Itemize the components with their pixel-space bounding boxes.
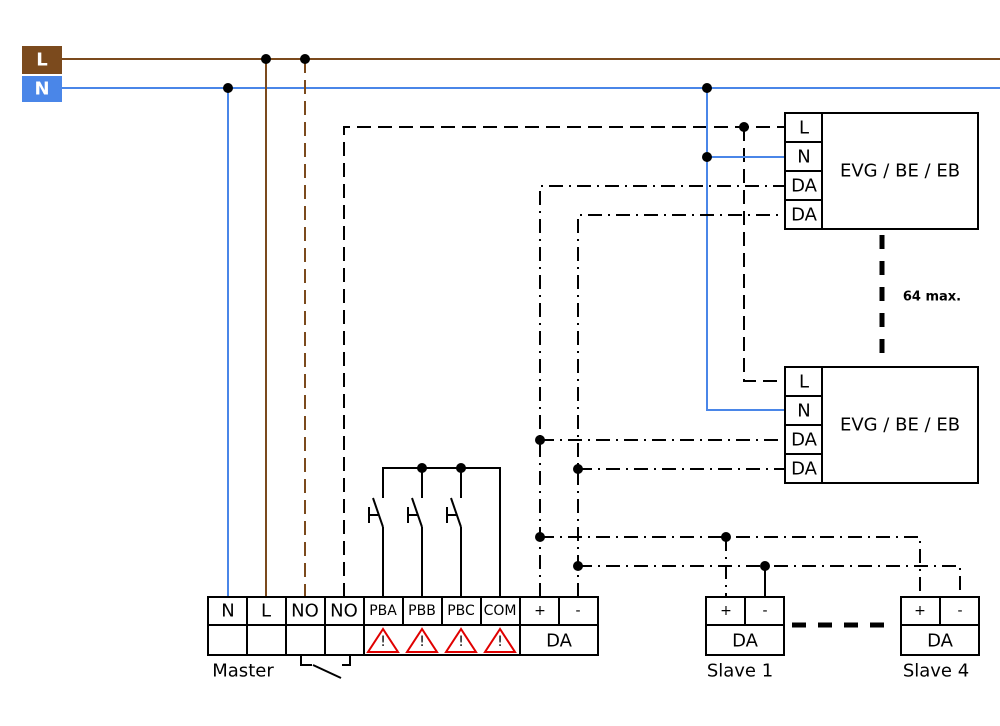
- relay-contact-symbol: [300, 655, 351, 679]
- terminal-pbb: PBB: [408, 603, 436, 619]
- terminal-da-plus: +: [534, 603, 546, 619]
- slave-4: + - DA Slave 4: [900, 596, 980, 682]
- ballast-2: L N DA DA EVG / BE / EB: [784, 366, 979, 484]
- svg-text:!: !: [497, 634, 503, 650]
- junction-dots: [223, 54, 770, 571]
- warning-icon: !: [444, 627, 478, 653]
- master-terminal-block: N L NO NO PBA PBB PBC COM + - DA ! ! ! !…: [207, 596, 599, 682]
- warning-icon: !: [405, 627, 439, 653]
- ballast-terminal-n: N: [797, 401, 810, 422]
- ballast-terminal-da: DA: [791, 430, 818, 451]
- slave-terminal-minus: -: [762, 603, 767, 619]
- warning-icon: !: [366, 627, 400, 653]
- slave-1: + - DA Slave 1: [705, 596, 785, 682]
- warning-icon: !: [483, 627, 517, 653]
- pushbutton-a: [368, 497, 384, 597]
- slave-label: Slave 4: [903, 661, 969, 682]
- ballast-terminal-da: DA: [791, 205, 818, 226]
- terminal-no-1: NO: [291, 601, 319, 622]
- master-label: Master: [212, 661, 274, 682]
- terminal-da-minus: -: [575, 603, 580, 619]
- neutral-bus-label: N: [34, 79, 49, 100]
- da-minus-slaves: [578, 565, 961, 597]
- com-wire: [382, 467, 501, 597]
- da-plus-wire: [539, 185, 785, 597]
- terminal-com: COM: [484, 603, 517, 619]
- ballast-label: EVG / BE / EB: [840, 161, 960, 182]
- svg-text:!: !: [458, 634, 464, 650]
- ballast-1: L N DA DA EVG / BE / EB: [784, 112, 979, 230]
- master-da-label: DA: [546, 631, 573, 652]
- switched-live-wire: [343, 126, 785, 597]
- da-plus-slaves: [540, 536, 921, 597]
- live-bus-label-box: [22, 46, 62, 74]
- pushbutton-b: [407, 468, 423, 597]
- terminal-n: N: [221, 601, 234, 622]
- slave-terminal-plus: +: [720, 603, 732, 619]
- max-note: 64 max.: [903, 290, 961, 305]
- ballast-terminal-l: L: [799, 372, 809, 393]
- terminal-l: L: [261, 601, 271, 622]
- pushbutton-c: [446, 468, 462, 597]
- live-bus-label: L: [36, 50, 47, 71]
- terminal-pbc: PBC: [447, 603, 475, 619]
- slave-label: Slave 1: [707, 661, 773, 682]
- ballast-terminal-da: DA: [791, 459, 818, 480]
- ballast-terminal-n: N: [797, 147, 810, 168]
- neutral-bus-label-box: [22, 76, 62, 102]
- pushbuttons: [368, 468, 462, 597]
- da-minus-wire: [577, 214, 785, 597]
- slave-da-label: DA: [927, 631, 954, 652]
- svg-text:!: !: [419, 634, 425, 650]
- ballast-terminal-da: DA: [791, 176, 818, 197]
- terminal-no-2: NO: [330, 601, 358, 622]
- slave-da-label: DA: [732, 631, 759, 652]
- slave-terminal-minus: -: [957, 603, 962, 619]
- terminal-pba: PBA: [369, 603, 397, 619]
- switched-live-wire-2: [743, 127, 785, 382]
- ballast-label: EVG / BE / EB: [840, 415, 960, 436]
- ballast-terminal-l: L: [799, 118, 809, 139]
- slave-terminal-plus: +: [914, 603, 926, 619]
- ballast-n-wire: [706, 88, 785, 411]
- svg-text:!: !: [380, 634, 386, 650]
